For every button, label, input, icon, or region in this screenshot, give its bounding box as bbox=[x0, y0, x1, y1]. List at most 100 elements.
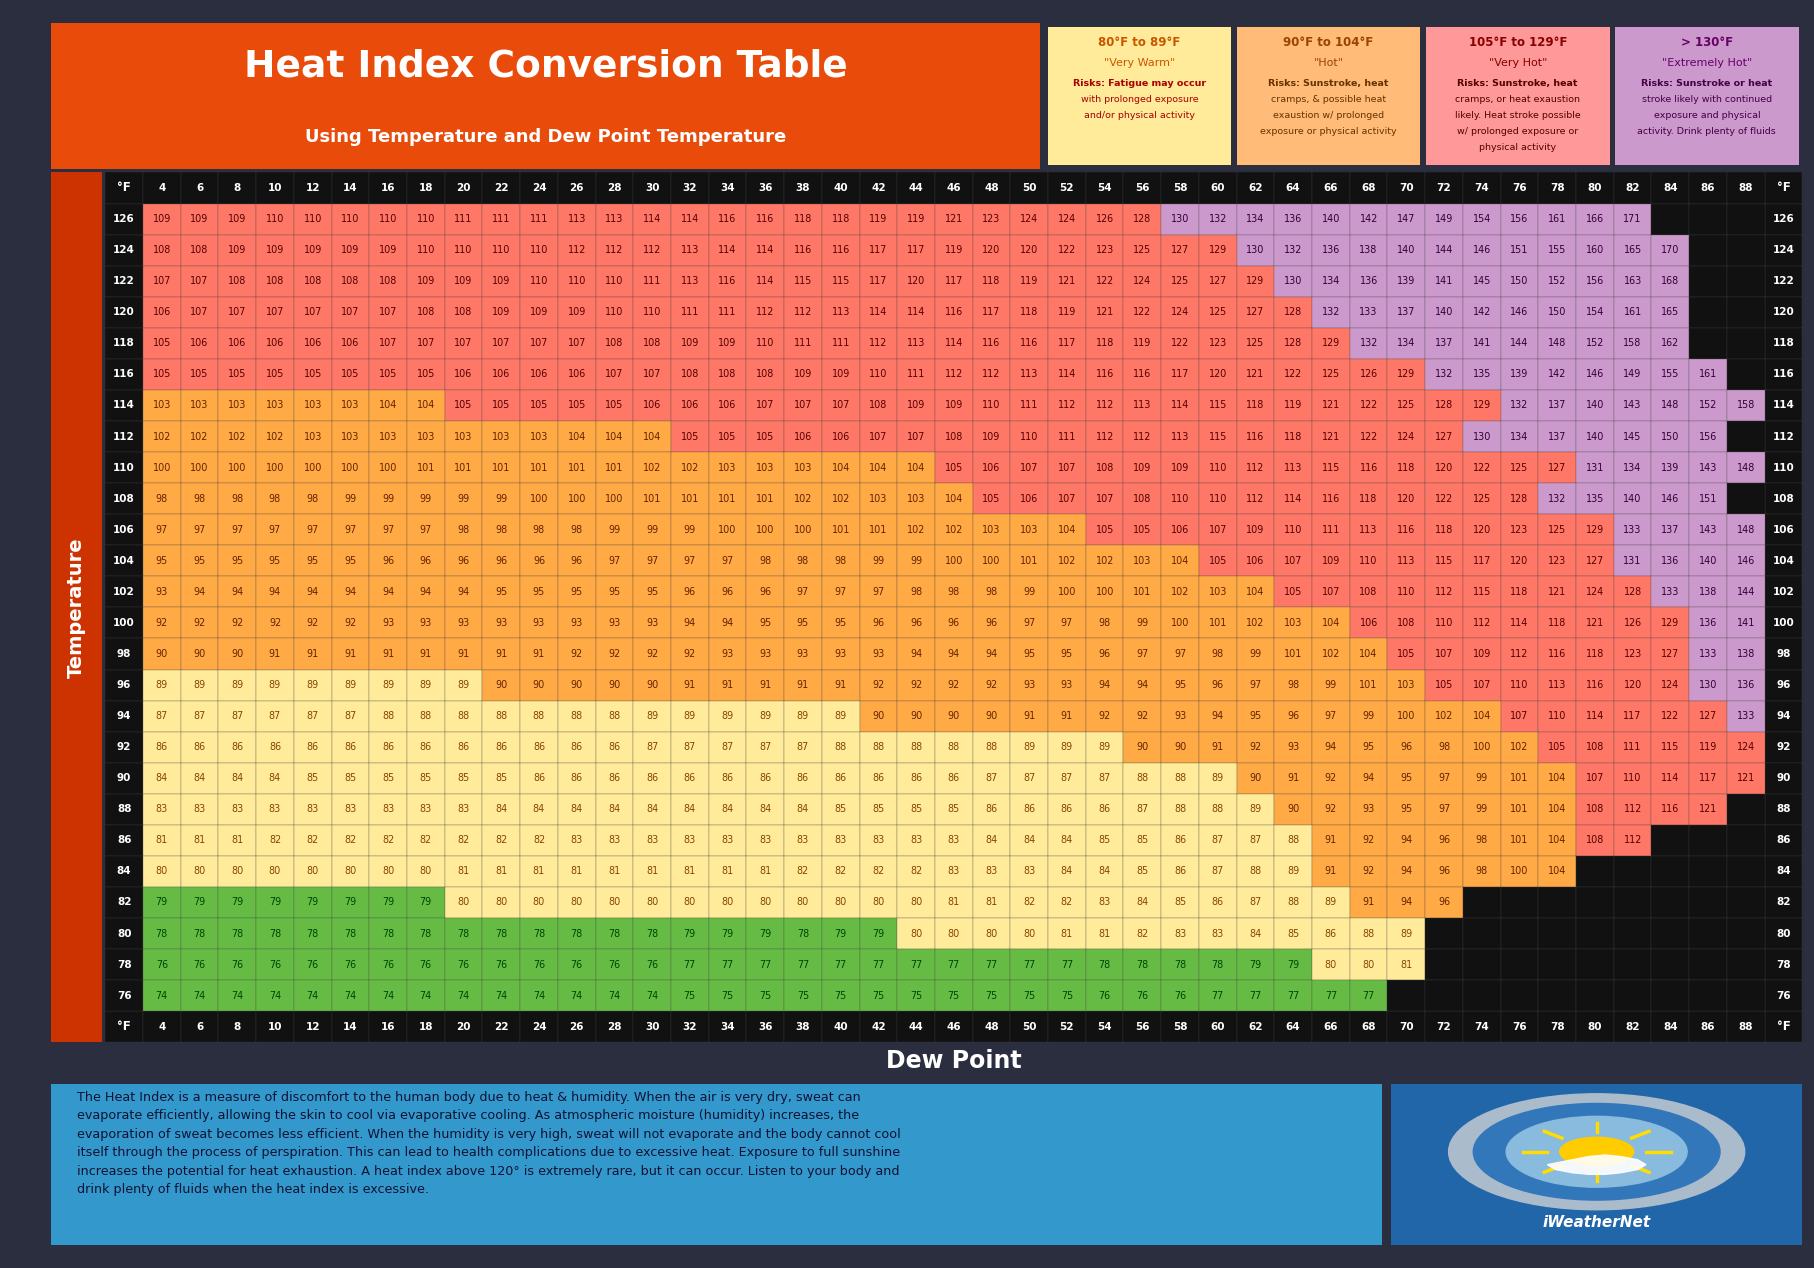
Bar bbox=[1424, 825, 1462, 856]
Bar bbox=[1047, 391, 1085, 421]
Text: 108: 108 bbox=[943, 431, 963, 441]
Bar bbox=[1689, 483, 1725, 515]
Text: 102: 102 bbox=[943, 525, 963, 535]
Text: 98: 98 bbox=[533, 525, 544, 535]
Text: 78: 78 bbox=[345, 928, 356, 938]
Bar bbox=[294, 515, 332, 545]
Text: 111: 111 bbox=[1321, 525, 1339, 535]
Bar bbox=[1575, 235, 1613, 266]
Text: 86: 86 bbox=[796, 773, 809, 784]
Bar bbox=[972, 421, 1010, 453]
Text: 120: 120 bbox=[1019, 245, 1038, 255]
Text: 83: 83 bbox=[796, 836, 809, 846]
Bar bbox=[483, 980, 521, 1012]
Bar bbox=[1725, 732, 1763, 763]
Text: 80: 80 bbox=[796, 898, 809, 908]
Bar bbox=[822, 545, 860, 576]
Text: 110: 110 bbox=[604, 307, 624, 317]
Text: 83: 83 bbox=[873, 836, 883, 846]
Text: 90: 90 bbox=[1776, 773, 1790, 784]
Bar bbox=[521, 825, 557, 856]
Text: 88: 88 bbox=[457, 711, 470, 721]
Text: 98: 98 bbox=[230, 493, 243, 503]
Text: 90: 90 bbox=[230, 649, 243, 659]
Bar bbox=[1613, 328, 1651, 359]
Bar bbox=[1085, 328, 1123, 359]
Text: 105: 105 bbox=[1282, 587, 1302, 597]
Text: 14: 14 bbox=[343, 1022, 357, 1032]
Bar bbox=[256, 172, 294, 204]
Text: 100: 100 bbox=[265, 463, 285, 473]
Text: 96: 96 bbox=[1286, 711, 1299, 721]
Text: 108: 108 bbox=[379, 276, 397, 287]
Bar bbox=[707, 732, 746, 763]
Bar bbox=[1010, 918, 1047, 948]
Bar bbox=[1273, 732, 1312, 763]
Bar bbox=[1462, 888, 1500, 918]
Bar bbox=[521, 763, 557, 794]
Text: 101: 101 bbox=[417, 463, 435, 473]
Bar bbox=[444, 328, 483, 359]
Bar bbox=[1273, 888, 1312, 918]
Bar bbox=[1538, 948, 1575, 980]
Bar bbox=[1462, 391, 1500, 421]
Text: 105: 105 bbox=[1435, 680, 1453, 690]
Text: 110: 110 bbox=[1397, 587, 1415, 597]
Text: 117: 117 bbox=[1622, 711, 1642, 721]
Text: 26: 26 bbox=[570, 1022, 584, 1032]
Text: 87: 87 bbox=[307, 711, 319, 721]
Text: 75: 75 bbox=[720, 990, 733, 1000]
Bar bbox=[332, 453, 368, 483]
Text: 96: 96 bbox=[684, 587, 695, 597]
Bar bbox=[1312, 763, 1350, 794]
Text: 135: 135 bbox=[1471, 369, 1489, 379]
Text: 94: 94 bbox=[1776, 711, 1790, 721]
Bar bbox=[1273, 515, 1312, 545]
Text: 75: 75 bbox=[758, 990, 771, 1000]
Bar bbox=[934, 359, 972, 391]
Bar bbox=[1763, 948, 1801, 980]
Text: 6: 6 bbox=[196, 183, 203, 193]
Bar bbox=[105, 391, 143, 421]
Bar bbox=[368, 980, 406, 1012]
Bar bbox=[444, 515, 483, 545]
Text: 84: 84 bbox=[684, 804, 695, 814]
Text: 112: 112 bbox=[1132, 431, 1150, 441]
Text: 76: 76 bbox=[1511, 1022, 1526, 1032]
Text: 90: 90 bbox=[646, 680, 658, 690]
Bar bbox=[368, 1012, 406, 1042]
Bar bbox=[406, 453, 444, 483]
Bar bbox=[483, 639, 521, 670]
Bar bbox=[784, 794, 822, 825]
Bar bbox=[1273, 1012, 1312, 1042]
Text: 54: 54 bbox=[1097, 1022, 1112, 1032]
Text: 116: 116 bbox=[1397, 525, 1415, 535]
Bar bbox=[218, 980, 256, 1012]
Bar bbox=[557, 980, 595, 1012]
Bar bbox=[972, 670, 1010, 700]
Bar bbox=[143, 607, 181, 639]
Bar bbox=[1538, 483, 1575, 515]
Bar bbox=[1235, 266, 1273, 297]
Text: 97: 97 bbox=[1023, 618, 1034, 628]
Text: 124: 124 bbox=[112, 245, 134, 255]
Text: 109: 109 bbox=[530, 307, 548, 317]
Text: 101: 101 bbox=[1208, 618, 1226, 628]
Bar bbox=[1312, 980, 1350, 1012]
Bar bbox=[218, 794, 256, 825]
Text: 74: 74 bbox=[381, 990, 394, 1000]
Bar bbox=[896, 172, 934, 204]
Bar bbox=[1613, 639, 1651, 670]
Bar bbox=[784, 732, 822, 763]
Text: 92: 92 bbox=[1248, 742, 1261, 752]
Bar bbox=[671, 391, 707, 421]
Bar bbox=[1085, 266, 1123, 297]
Bar bbox=[256, 763, 294, 794]
Text: 146: 146 bbox=[1736, 555, 1754, 566]
Bar bbox=[332, 204, 368, 235]
Bar bbox=[143, 856, 181, 888]
Bar bbox=[332, 483, 368, 515]
Bar bbox=[746, 391, 784, 421]
Text: 110: 110 bbox=[492, 245, 510, 255]
Text: 99: 99 bbox=[345, 493, 356, 503]
